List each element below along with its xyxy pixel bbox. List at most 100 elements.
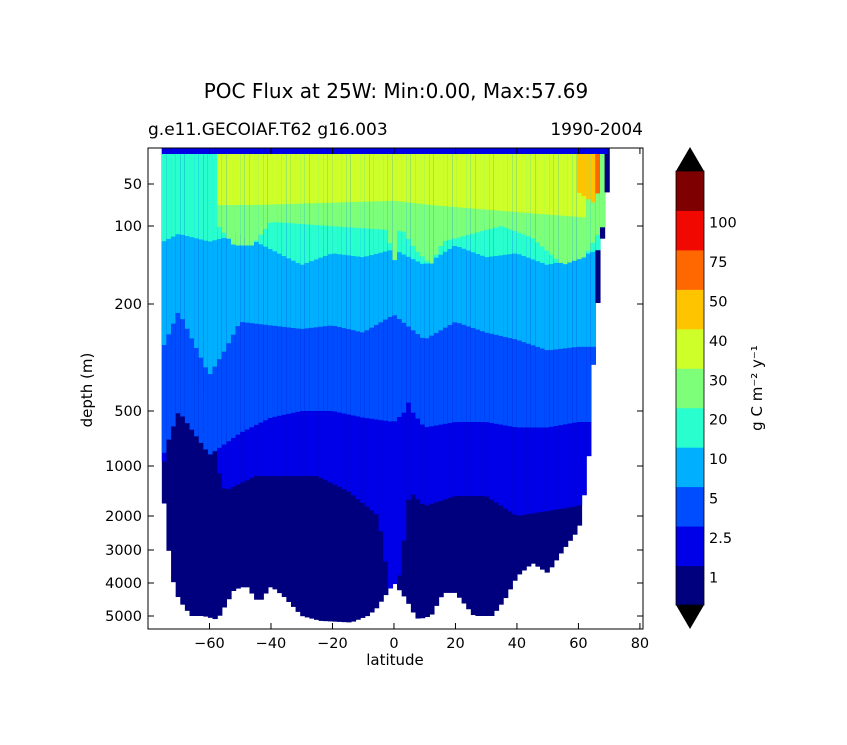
x-tick-label: −20 — [317, 636, 348, 652]
band-ge-30 — [507, 148, 513, 212]
colorbar-tick-label: 30 — [709, 373, 727, 389]
band-ge-30 — [364, 148, 370, 202]
band-ge-30 — [415, 148, 421, 204]
band-ge-30 — [373, 148, 380, 202]
colorbar-swatch — [676, 289, 704, 330]
colorbar-swatch — [676, 565, 704, 606]
band-ge-30 — [249, 148, 255, 205]
band-ge-30 — [447, 148, 453, 207]
chart-title: POC Flux at 25W: Min:0.00, Max:57.69 — [204, 79, 588, 103]
band-ge-30 — [456, 148, 463, 208]
band-ge-30 — [304, 148, 311, 204]
band-ge-30 — [332, 148, 338, 203]
y-tick-label: 4000 — [105, 576, 142, 592]
band-ge-30 — [470, 148, 477, 209]
colorbar-frame — [675, 170, 705, 606]
y-tick-label: 200 — [114, 297, 142, 313]
band-ge-30 — [489, 148, 495, 211]
band-ge-30 — [267, 148, 274, 205]
band-ge-30 — [406, 148, 412, 203]
y-tick-label: 5000 — [105, 609, 142, 625]
band-ge-30 — [397, 148, 403, 202]
y-axis-label: depth (m) — [78, 353, 96, 428]
band-ge-40 — [586, 148, 592, 200]
band-ge-20 — [586, 148, 592, 251]
band-ge-30 — [341, 148, 347, 203]
band-ge-10 — [203, 148, 209, 241]
colorbar-tick-label: 50 — [709, 294, 727, 310]
colorbar-swatch — [676, 171, 704, 211]
band-ge-30 — [277, 148, 283, 205]
colorbar: 1 2.5 5 10 20 30 40 50 75 100 g C m⁻² y⁻¹ — [675, 147, 766, 629]
band-ge-30 — [567, 148, 573, 217]
band-ge-30 — [493, 148, 500, 211]
band-ge-30 — [438, 148, 444, 206]
band-ge-30 — [544, 148, 550, 215]
band-ge-30 — [443, 148, 449, 207]
y-tick-label: 3000 — [105, 543, 142, 559]
band-ge-30 — [240, 148, 246, 205]
band-ge-30 — [226, 148, 232, 205]
band-ge-10 — [194, 148, 200, 239]
band-ge-40 — [590, 148, 596, 203]
band-ge-30 — [503, 148, 509, 212]
colorbar-swatch — [676, 447, 704, 488]
band-ge-30 — [392, 148, 398, 201]
band-ge-20 — [599, 148, 606, 228]
band-ge-30 — [254, 148, 260, 205]
band-ge-30 — [475, 148, 481, 209]
band-ge-5 — [226, 148, 232, 344]
colorbar-extend-max — [676, 147, 704, 171]
band-ge-30 — [217, 148, 223, 205]
colorbar-swatch — [676, 486, 704, 527]
band-ge-30 — [530, 148, 536, 214]
band-ge-30 — [258, 148, 264, 205]
band-ge-30 — [572, 148, 578, 217]
band-ge-30 — [466, 148, 472, 209]
colorbar-tick-label: 2.5 — [709, 531, 732, 547]
band-ge-10 — [171, 148, 177, 237]
band-ge-30 — [387, 148, 394, 201]
band-ge-40 — [576, 148, 583, 193]
colorbar-swatch — [676, 368, 704, 409]
band-ge-30 — [563, 148, 569, 216]
band-ge-30 — [424, 148, 430, 205]
band-ge-5 — [212, 148, 218, 367]
x-tick-label: 40 — [508, 636, 526, 652]
colorbar-swatch — [676, 328, 704, 369]
band-ge-30 — [350, 148, 357, 203]
band-ge-30 — [300, 148, 306, 204]
band-ge-10 — [180, 148, 186, 235]
x-axis-label: latitude — [366, 651, 424, 669]
band-ge-30 — [355, 148, 361, 202]
band-ge-10 — [175, 148, 181, 235]
band-ge-30 — [281, 148, 287, 205]
y-tick-label: 500 — [114, 404, 142, 420]
band-ge-30 — [480, 148, 486, 210]
band-ge-30 — [290, 148, 297, 204]
band-ge-50 — [595, 148, 601, 194]
colorbar-tick-label: 100 — [709, 215, 737, 231]
band-ge-30 — [263, 148, 269, 205]
band-ge-30 — [369, 148, 375, 202]
band-ge-30 — [295, 148, 301, 204]
band-ge-10 — [184, 148, 191, 236]
band-ge-30 — [323, 148, 329, 203]
colorbar-label: g C m⁻² y⁻¹ — [748, 345, 766, 431]
x-tick-label: −60 — [194, 636, 225, 652]
band-ge-30 — [221, 148, 227, 205]
band-ge-40 — [581, 148, 587, 197]
band-ge-30 — [461, 148, 467, 208]
x-axis: −60 −40 −20 0 20 40 60 80 — [194, 148, 649, 652]
band-ge-5 — [194, 148, 200, 349]
x-tick-label: 0 — [389, 636, 398, 652]
band-ge-30 — [540, 148, 546, 215]
band-ge-30 — [484, 148, 490, 210]
chart-subtitle-right: 1990-2004 — [550, 120, 643, 140]
band-ge-5 — [203, 148, 209, 368]
x-tick-label: 80 — [631, 636, 649, 652]
band-ge-10 — [161, 148, 168, 242]
colorbar-tick-label: 5 — [709, 492, 718, 508]
colorbar-swatch — [676, 407, 704, 448]
